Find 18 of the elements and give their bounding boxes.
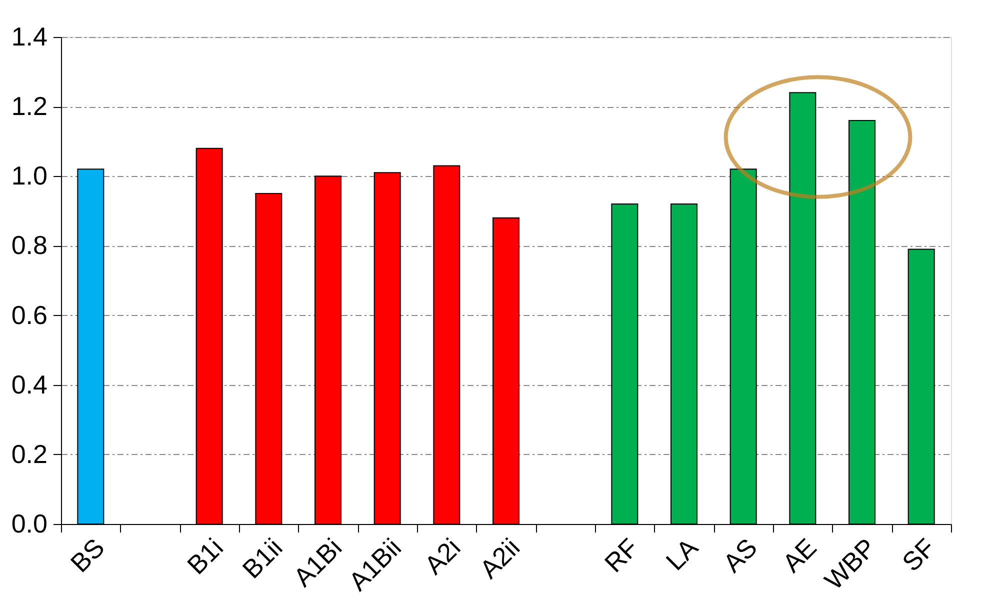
x-tick-label: B1ii bbox=[236, 532, 288, 584]
y-tick-label: 1.2 bbox=[11, 91, 48, 122]
y-tick-label: 1.4 bbox=[11, 22, 48, 52]
x-tick-label: AE bbox=[776, 532, 822, 578]
y-tick-label: 0.2 bbox=[11, 438, 48, 469]
y-tick-label: 0.6 bbox=[11, 300, 48, 330]
y-tick-label: 0.8 bbox=[11, 230, 48, 260]
x-tick-label: LA bbox=[660, 532, 704, 576]
x-tick-label: SF bbox=[896, 532, 941, 578]
y-tick-label: 0.0 bbox=[11, 508, 48, 538]
x-tick-label: B1i bbox=[181, 532, 229, 580]
x-tick-label: RF bbox=[598, 532, 644, 578]
y-tick-label: 1.0 bbox=[11, 160, 48, 191]
y-tick-label: 0.4 bbox=[11, 369, 48, 400]
x-tick-label: A2ii bbox=[474, 532, 526, 584]
x-tick-label: AS bbox=[717, 532, 763, 578]
x-tick-label: BS bbox=[64, 532, 110, 578]
x-tick-label: A2i bbox=[418, 532, 466, 580]
